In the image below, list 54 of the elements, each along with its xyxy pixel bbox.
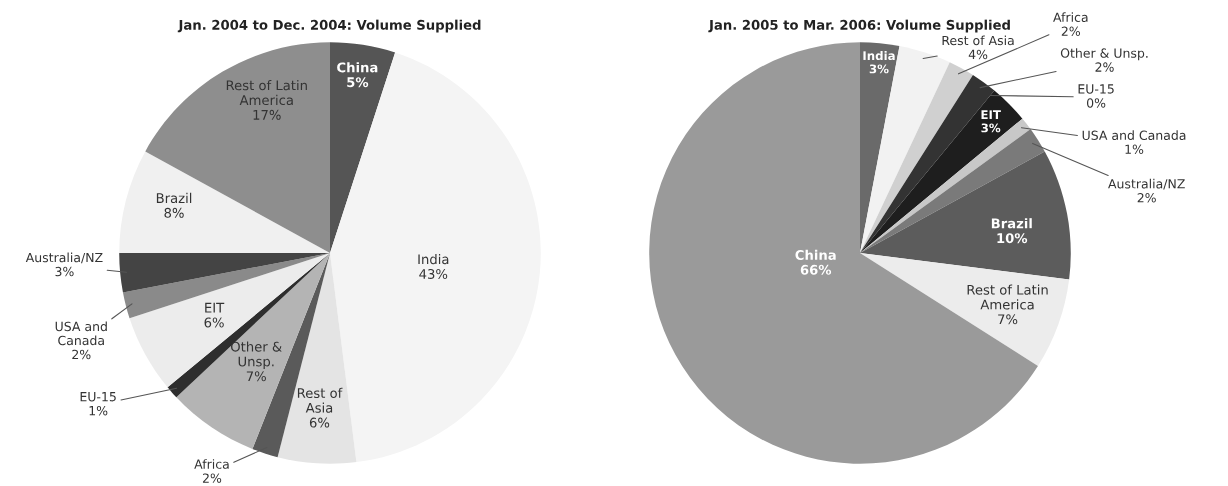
pie-slice (860, 151, 1071, 280)
slice-label: Africa (194, 459, 229, 469)
text: 0% (1086, 98, 1106, 108)
data-label: 4% (968, 49, 988, 60)
slice-label: Africa (1053, 12, 1088, 22)
slice-label: India (418, 253, 449, 265)
data-label: 1% (1125, 144, 1144, 155)
data-label: 2% (1137, 193, 1156, 203)
pie-slice (860, 42, 900, 253)
data-label: 66% (800, 264, 832, 275)
data-label: 6% (204, 317, 224, 328)
slice-label: EIT (205, 302, 225, 313)
slice-label: China (337, 62, 378, 73)
slice-label: Brazil (991, 218, 1032, 229)
pie-slice (330, 42, 396, 253)
data-label: 10% (997, 233, 1028, 244)
slice-label: Other & Unsp. (1060, 48, 1148, 61)
data-label: 7% (998, 314, 1018, 325)
slice-label: Rest of Latin America (967, 284, 1048, 310)
slice-label: India (863, 50, 895, 61)
pie-slice (176, 253, 330, 449)
slice-label: Rest of Asia (297, 387, 343, 413)
data-label: 2% (72, 349, 91, 360)
slice-label: China (795, 249, 836, 260)
pie-slice (119, 253, 330, 293)
data-label: 3% (869, 64, 889, 74)
data-label: 3% (55, 266, 74, 277)
data-label: 8% (164, 207, 184, 218)
data-label: 2% (202, 473, 222, 483)
slice-label: Australia/NZ (1108, 178, 1185, 190)
data-label: 2% (1095, 62, 1114, 72)
slice-label: Rest of Asia (942, 35, 1014, 46)
pie-slice (860, 62, 973, 253)
pie-slice (860, 253, 1070, 366)
chart-title: Jan. 2004 to Dec. 2004: Volume Supplied (177, 19, 481, 33)
slice-label: EU-15 (80, 392, 116, 402)
data-label: 5% (347, 77, 369, 88)
data-label: 6% (309, 417, 330, 428)
data-label: 17% (253, 109, 281, 120)
slice-label: EIT (981, 110, 1001, 119)
data-label: 3% (981, 123, 1001, 133)
data-label: 1% (89, 405, 108, 416)
slice-label: Other & Unsp. (230, 341, 282, 369)
data-label: 43% (419, 268, 448, 279)
slice-label: Rest of Latin America (226, 80, 307, 106)
data-label: 2% (1061, 26, 1081, 36)
category-label: EU-15 (1078, 84, 1114, 94)
slice-label: Brazil (156, 192, 192, 204)
slice-label: USA and Canada (55, 321, 107, 346)
slice-label: Australia/NZ (25, 252, 103, 264)
data-label: 7% (246, 371, 266, 382)
slice-label: USA and Canada (1082, 130, 1186, 141)
text: Jan. 2005 to Mar. 2006: Volume Supplied (708, 19, 1010, 33)
pie-slice (860, 45, 950, 253)
